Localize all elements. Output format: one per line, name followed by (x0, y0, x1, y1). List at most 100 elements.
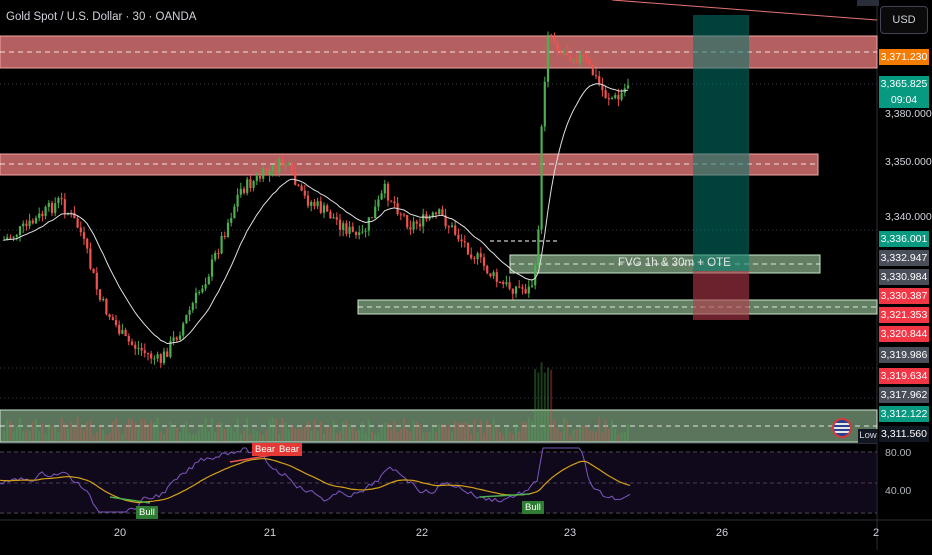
candle-body (390, 200, 393, 202)
candle-body (620, 92, 623, 100)
candle-body (402, 214, 406, 216)
volume-bar (604, 419, 607, 441)
us-flag-icon[interactable] (832, 418, 852, 438)
volume-bar (489, 423, 492, 441)
rsi-axis-label: 40.00 (885, 485, 912, 497)
volume-bar (99, 426, 101, 441)
candle-body (89, 248, 92, 269)
candle-body (303, 190, 306, 196)
candle-body (18, 226, 22, 236)
volume-bar (572, 429, 575, 441)
volume-bar (460, 422, 463, 441)
candle-body (617, 95, 620, 100)
candle-body (626, 85, 630, 89)
volume-bar (217, 422, 220, 441)
volume-bar (579, 426, 581, 441)
candle-body (182, 323, 185, 336)
volume-bar (431, 426, 434, 441)
volume-bar (515, 423, 517, 441)
candle-body (332, 217, 335, 219)
rsi-axis-label: 80.00 (885, 447, 912, 459)
candle-body (306, 195, 310, 206)
volume-bar (617, 434, 620, 441)
volume-bar (582, 426, 585, 441)
volume-bar (300, 427, 303, 441)
candle-body (582, 55, 585, 57)
candle-body (358, 232, 361, 235)
volume-bar (297, 429, 300, 441)
volume-bar (227, 427, 229, 441)
volume-bar (345, 420, 348, 441)
currency-button[interactable]: USD (880, 6, 928, 34)
volume-bar (153, 422, 156, 441)
volume-bar (591, 431, 594, 441)
low-label: Low (858, 429, 878, 443)
candle-body (255, 175, 258, 182)
volume-bar (367, 419, 370, 441)
candle-body (188, 310, 191, 315)
candle-body (6, 237, 9, 240)
candle-body (431, 212, 434, 217)
volume-bar (195, 434, 197, 441)
volume-bar (380, 426, 383, 441)
volume-bar (156, 417, 159, 441)
candle-body (118, 324, 121, 334)
volume-bar (371, 431, 373, 441)
volume-bar (396, 431, 399, 441)
volume-bar (463, 422, 466, 441)
volume-bar (95, 432, 98, 441)
candle-body (530, 285, 534, 287)
volume-bar (447, 425, 450, 441)
volume-bar (115, 418, 117, 441)
volume-bar (476, 432, 479, 441)
candle-body (47, 203, 50, 207)
volume-bar (246, 417, 249, 441)
volume-bar (524, 421, 527, 441)
high-marker (857, 0, 879, 6)
volume-bar (364, 433, 367, 441)
price-tag: 3,330.387 (879, 288, 929, 304)
volume-bar (111, 421, 114, 441)
rsi-divergence-line (109, 496, 151, 504)
volume-bar (611, 419, 613, 441)
volume-bar (550, 369, 553, 441)
rsi-bull-tag: Bull (136, 506, 158, 519)
date-axis-label: 2 (872, 527, 880, 539)
candle-body (82, 232, 86, 239)
candle-body (210, 259, 214, 277)
volume-bar (569, 434, 572, 441)
volume-bar (409, 431, 412, 441)
candle-body (492, 272, 495, 277)
candle-body (287, 163, 290, 165)
candle-body (482, 257, 486, 266)
volume-bar (38, 430, 41, 441)
volume-bar (19, 417, 21, 441)
candle-body (31, 220, 34, 224)
volume-bar (252, 429, 255, 441)
volume-bar (249, 434, 252, 441)
volume-bar (278, 433, 281, 441)
candle-body (217, 252, 220, 254)
date-axis-label: 26 (715, 527, 729, 539)
volume-bar (175, 427, 178, 441)
volume-bar (79, 426, 82, 441)
volume-bar (499, 431, 501, 441)
candle-body (98, 289, 102, 300)
candle-body (124, 329, 127, 336)
candle-body (412, 221, 415, 230)
volume-bar (9, 420, 12, 441)
volume-bar (502, 434, 505, 441)
volume-bar (70, 421, 73, 441)
candle-body (159, 354, 162, 363)
candle-body (486, 265, 489, 274)
candle-body (345, 223, 348, 234)
candle-body (514, 286, 518, 294)
volume-bar (3, 430, 5, 441)
volume-bar (342, 422, 345, 441)
candle-body (162, 351, 166, 363)
candle-body (95, 272, 98, 290)
volume-bar (281, 417, 284, 441)
volume-bar (486, 420, 489, 441)
